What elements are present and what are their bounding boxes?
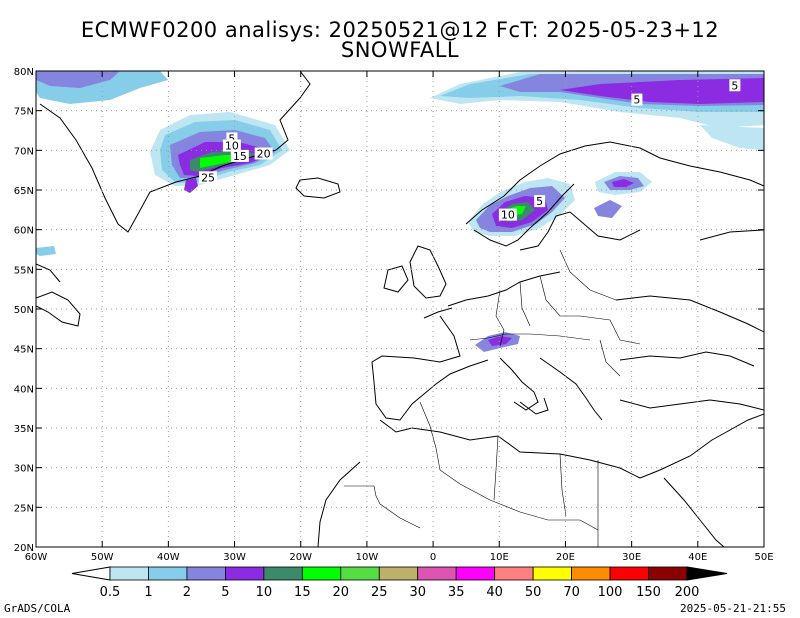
lat-tick-label: 40N <box>14 384 34 395</box>
colorbar-swatch <box>648 566 688 581</box>
colorbar-swatch <box>494 566 534 581</box>
colorbar-swatch <box>340 566 380 581</box>
lon-tick-label: 30E <box>622 552 641 563</box>
colorbar-level-label: 200 <box>675 585 700 600</box>
colorbar-level-label: 1 <box>144 585 152 600</box>
colorbar-level-label: 150 <box>636 585 661 600</box>
contour-label: 20 <box>257 148 271 161</box>
lat-tick-label: 35N <box>14 424 34 435</box>
lon-tick-label: 20W <box>289 552 312 563</box>
colorbar-level-label: 70 <box>563 585 580 600</box>
colorbar-swatch <box>378 566 419 581</box>
contour-label-bg <box>226 132 238 145</box>
colorbar-level-label: 10 <box>256 585 273 600</box>
contour-label-bg <box>199 171 218 184</box>
footer-software-credit: GrADS/COLA <box>4 602 71 615</box>
colorbar-level-label: 0.5 <box>100 585 121 600</box>
lat-tick-label: 50N <box>14 305 34 316</box>
contour-label: 5 <box>633 94 640 107</box>
colorbar-swatch <box>532 566 573 581</box>
color-legend: 0.5 1 2 5 10 15 20 25 30 35 40 50 70 100 150 200 <box>71 566 728 600</box>
lon-tick-label: 50E <box>754 552 773 563</box>
map-axes: 60W 50W 40W 30W 20W 10W 0 10E 20E 30E 40E 50E 20N 25N… <box>14 67 774 563</box>
colorbar-level-label: 100 <box>598 585 623 600</box>
contour-label: 5 <box>536 195 543 208</box>
colorbar-swatch <box>224 566 265 581</box>
colorbar-level-label: 30 <box>409 585 426 600</box>
lat-tick-label: 30N <box>14 464 34 475</box>
colorbar-swatch <box>571 566 611 581</box>
snowfall-shading <box>36 71 764 352</box>
colorbar-level-label: 25 <box>371 585 388 600</box>
colorbar-level-label: 20 <box>333 585 350 600</box>
lat-tick-label: 65N <box>14 186 34 197</box>
lon-tick-label: 40W <box>157 552 180 563</box>
lat-tick-label: 75N <box>14 107 34 118</box>
contour-label: 10 <box>501 209 515 222</box>
contour-label: 25 <box>201 171 215 184</box>
contour-label: 15 <box>233 150 247 163</box>
contour-label: 10 <box>225 140 239 153</box>
contour-label: 5 <box>228 132 235 145</box>
colorbar-level-label: 35 <box>448 585 465 600</box>
colorbar-swatch <box>609 566 649 581</box>
chart-title: ECMWF0200 analisys: 20250521@12 FcT: 202… <box>80 18 720 42</box>
lon-tick-label: 40E <box>688 552 707 563</box>
lat-tick-label: 25N <box>14 503 34 514</box>
colorbar-level-label: 40 <box>486 585 503 600</box>
map-frame <box>35 70 765 548</box>
contour-label-bg <box>230 149 249 162</box>
colorbar-swatch <box>263 566 303 581</box>
colorbar-swatch <box>301 566 342 581</box>
colorbar-swatch <box>417 566 457 581</box>
contour-label-bg <box>254 147 273 160</box>
colorbar-level-label: 5 <box>221 585 229 600</box>
lon-tick-label: 10E <box>490 552 509 563</box>
lon-tick-label: 10W <box>356 552 379 563</box>
colorbar-high-arrow <box>686 566 728 581</box>
footer-timestamp: 2025-05-21-21:55 <box>680 602 786 615</box>
contour-label-bg <box>631 93 643 106</box>
colorbar-swatch <box>455 566 496 581</box>
colorbar-swatch <box>148 566 188 581</box>
lat-tick-label: 55N <box>14 265 34 276</box>
contour-label: 5 <box>731 79 738 92</box>
lon-tick-label: 60W <box>25 552 48 563</box>
colorbar-level-label: 2 <box>183 585 191 600</box>
contour-label-bg <box>222 139 241 152</box>
contour-label-bg <box>498 208 517 221</box>
colorbar-swatch <box>109 566 149 581</box>
lon-tick-label: 20E <box>556 552 575 563</box>
lat-tick-label: 45N <box>14 345 34 356</box>
colorbar-swatch <box>186 566 226 581</box>
contour-label-bg <box>729 79 741 92</box>
colorbar-low-arrow <box>71 566 111 581</box>
colorbar-level-label: 15 <box>294 585 311 600</box>
contour-label-bg <box>534 195 546 208</box>
lat-tick-label: 80N <box>14 67 34 78</box>
lon-tick-label: 0 <box>430 552 436 563</box>
lat-tick-label: 20N <box>14 543 34 554</box>
lon-tick-label: 30W <box>223 552 246 563</box>
lon-tick-label: 50W <box>91 552 114 563</box>
chart-subtitle: SNOWFALL <box>340 38 460 62</box>
graticule <box>36 71 764 547</box>
lat-tick-label: 70N <box>14 146 34 157</box>
colorbar-level-label: 50 <box>525 585 542 600</box>
lat-tick-label: 60N <box>14 226 34 237</box>
coastlines <box>36 71 764 547</box>
